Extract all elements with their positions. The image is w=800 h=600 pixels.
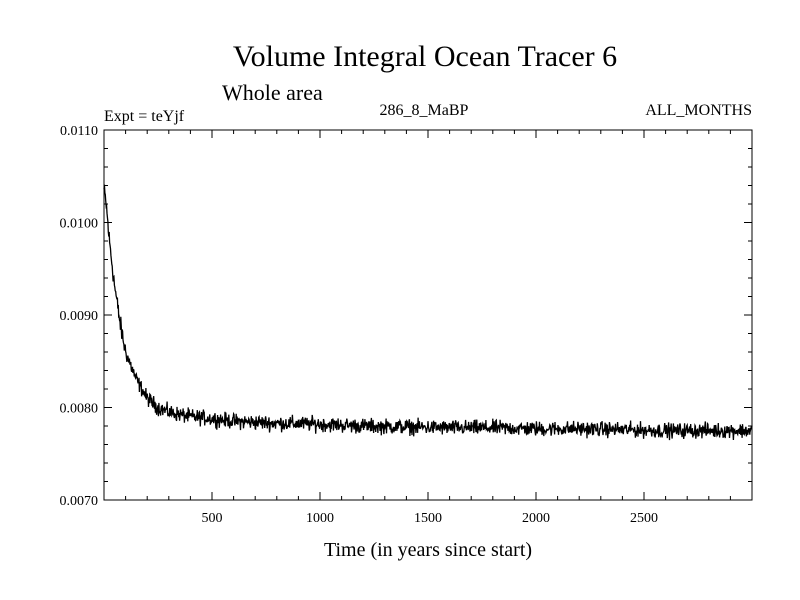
period-label: 286_8_MaBP (380, 102, 469, 119)
x-tick-label: 2000 (522, 511, 550, 526)
months-label: ALL_MONTHS (645, 102, 752, 119)
y-tick-label: 0.0080 (60, 402, 99, 417)
chart-title: Volume Integral Ocean Tracer 6 (233, 40, 617, 73)
plot-area: 500 1000 1500 2000 2500 0.0070 0.0080 0.0090 0.0… (60, 124, 753, 526)
series-line (103, 184, 753, 441)
x-tick-label: 1000 (306, 511, 334, 526)
x-tick-label: 1500 (414, 511, 442, 526)
y-tick-label: 0.0110 (60, 124, 98, 139)
chart-subtitle: Whole area (222, 80, 323, 105)
y-tick-label: 0.0090 (60, 309, 99, 324)
x-tick-label: 500 (202, 511, 223, 526)
x-axis-label: Time (in years since start) (324, 539, 532, 561)
y-tick-label: 0.0070 (60, 494, 99, 509)
plot-frame (103, 129, 753, 501)
y-tick-label: 0.0100 (60, 217, 99, 232)
x-tick-label: 2500 (630, 511, 658, 526)
experiment-label: Expt = teYjf (104, 108, 185, 125)
